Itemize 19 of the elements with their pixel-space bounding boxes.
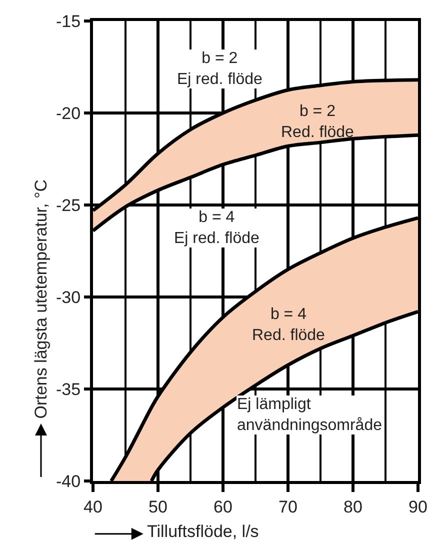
x-tick-label: 70 — [278, 497, 298, 516]
x-tick-label: 80 — [344, 497, 362, 516]
x-axis-title: Tilluftsflöde, l/s — [147, 522, 259, 541]
y-tick-label: -35 — [56, 380, 81, 399]
y-tick-label: -20 — [56, 104, 81, 123]
annotation: b = 4 Ej red. flöde — [174, 209, 260, 247]
y-tick-label: -25 — [56, 196, 81, 215]
y-tick-label: -40 — [56, 472, 81, 491]
x-tick-label: 50 — [148, 497, 168, 516]
y-tick-label: -30 — [56, 288, 81, 307]
annotation: b = 4 Red. flöde — [252, 306, 326, 344]
x-tick-label: 60 — [214, 497, 232, 516]
annotation: b = 2 Red. flöde — [281, 103, 354, 141]
annotation: b = 2 Ej red. flöde — [177, 50, 262, 88]
y-tick-label: -15 — [56, 12, 81, 31]
y-axis-title: Ortens lägsta utetemperatur, °C — [31, 179, 50, 419]
x-tick-label: 40 — [84, 497, 102, 516]
annotation: Ej lämpligt användningsområde — [237, 396, 382, 434]
x-tick-label: 90 — [408, 497, 428, 516]
